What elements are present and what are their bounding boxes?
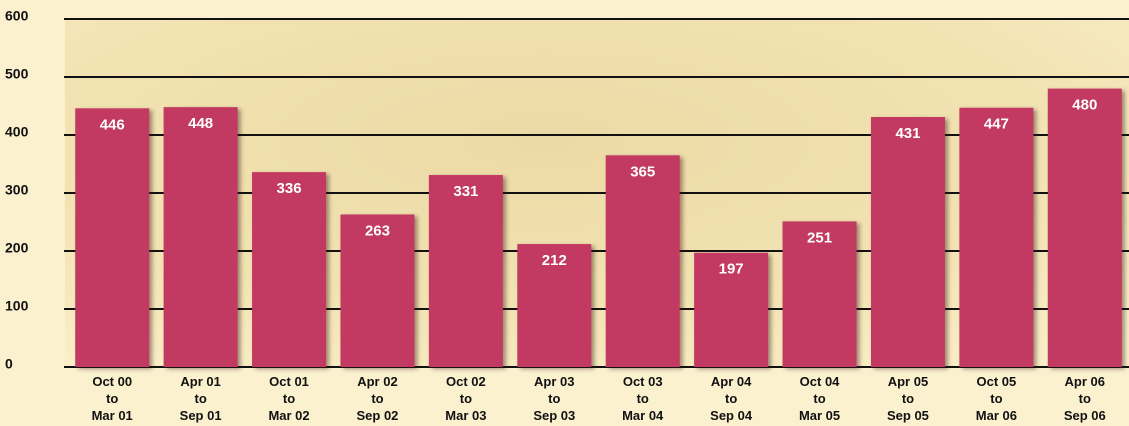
- y-tick-label: 200: [5, 240, 29, 256]
- x-tick-line: to: [371, 391, 383, 406]
- x-tick-line: Mar 01: [92, 408, 133, 423]
- x-tick-line: Oct 01: [269, 374, 309, 389]
- x-tick-line: to: [1079, 391, 1091, 406]
- x-tick-line: to: [548, 391, 560, 406]
- bar: [428, 175, 503, 367]
- x-tick-label: Oct 01 to Mar 02: [268, 374, 309, 423]
- value-label: 431: [895, 125, 920, 142]
- bar: [959, 107, 1034, 368]
- x-tick-line: to: [813, 391, 825, 406]
- value-label: 447: [984, 116, 1009, 133]
- x-tick-line: to: [902, 391, 914, 406]
- x-tick-line: Oct 05: [977, 374, 1017, 389]
- x-tick-line: to: [194, 391, 206, 406]
- y-tick-label: 400: [5, 124, 29, 140]
- value-label: 448: [188, 115, 213, 132]
- x-tick-line: to: [990, 391, 1002, 406]
- x-tick-line: Apr 03: [534, 374, 574, 389]
- x-tick-line: Oct 00: [92, 374, 132, 389]
- y-tick-label: 0: [5, 356, 13, 372]
- x-tick-label: Apr 06 to Sep 06: [1064, 374, 1106, 423]
- bar: [340, 214, 415, 367]
- bar: [163, 107, 238, 367]
- x-tick-label: Oct 05 to Mar 06: [976, 374, 1017, 423]
- bar: [75, 108, 150, 367]
- x-tick-label: Apr 03 to Sep 03: [533, 374, 575, 423]
- value-label: 251: [807, 229, 832, 246]
- x-tick-label: Oct 02 to Mar 03: [445, 374, 486, 423]
- x-tick-line: Mar 03: [445, 408, 486, 423]
- y-tick-label: 500: [5, 66, 29, 82]
- x-tick-line: to: [637, 391, 649, 406]
- x-tick-line: Apr 01: [180, 374, 220, 389]
- x-tick-label: Apr 01 to Sep 01: [180, 374, 222, 423]
- x-tick-line: Apr 06: [1065, 374, 1105, 389]
- x-tick-line: to: [725, 391, 737, 406]
- value-label: 480: [1072, 97, 1097, 114]
- value-label: 336: [277, 180, 302, 197]
- value-label: 212: [542, 252, 567, 269]
- y-tick-label: 600: [5, 8, 29, 24]
- x-tick-line: Apr 02: [357, 374, 397, 389]
- x-tick-label: Oct 04 to Mar 05: [799, 374, 840, 423]
- x-tick-label: Oct 03 to Mar 04: [622, 374, 664, 423]
- x-tick-line: Mar 04: [622, 408, 664, 423]
- bar: [870, 117, 945, 368]
- bar: [782, 221, 857, 367]
- bar: [252, 172, 327, 367]
- x-tick-line: Oct 02: [446, 374, 486, 389]
- value-label: 263: [365, 222, 390, 239]
- x-tick-line: Apr 05: [888, 374, 928, 389]
- x-tick-line: Mar 02: [268, 408, 309, 423]
- y-tick-label: 300: [5, 182, 29, 198]
- x-tick-line: Sep 04: [710, 408, 753, 423]
- value-label: 365: [630, 163, 655, 180]
- bar: [605, 155, 680, 367]
- x-tick-line: to: [106, 391, 118, 406]
- x-tick-line: Oct 03: [623, 374, 663, 389]
- bar: [1047, 88, 1122, 367]
- x-tick-label: Apr 05 to Sep 05: [887, 374, 929, 423]
- x-tick-label: Oct 00 to Mar 01: [92, 374, 133, 423]
- bar: [517, 244, 592, 367]
- y-tick-label: 100: [5, 298, 29, 314]
- value-label: 331: [453, 183, 478, 200]
- x-tick-line: Mar 06: [976, 408, 1017, 423]
- x-tick-line: Sep 06: [1064, 408, 1106, 423]
- value-label: 446: [100, 116, 125, 133]
- x-tick-line: Sep 02: [356, 408, 398, 423]
- x-tick-line: to: [283, 391, 295, 406]
- x-tick-line: Sep 03: [533, 408, 575, 423]
- x-tick-label: Apr 04 to Sep 04: [710, 374, 753, 423]
- x-tick-line: Apr 04: [711, 374, 752, 389]
- x-tick-label: Apr 02 to Sep 02: [356, 374, 398, 423]
- x-tick-line: Sep 01: [180, 408, 222, 423]
- x-tick-line: Sep 05: [887, 408, 929, 423]
- bar: [694, 252, 769, 367]
- x-tick-line: Mar 05: [799, 408, 840, 423]
- x-tick-line: Oct 04: [800, 374, 841, 389]
- x-tick-line: to: [460, 391, 472, 406]
- value-label: 197: [719, 261, 744, 278]
